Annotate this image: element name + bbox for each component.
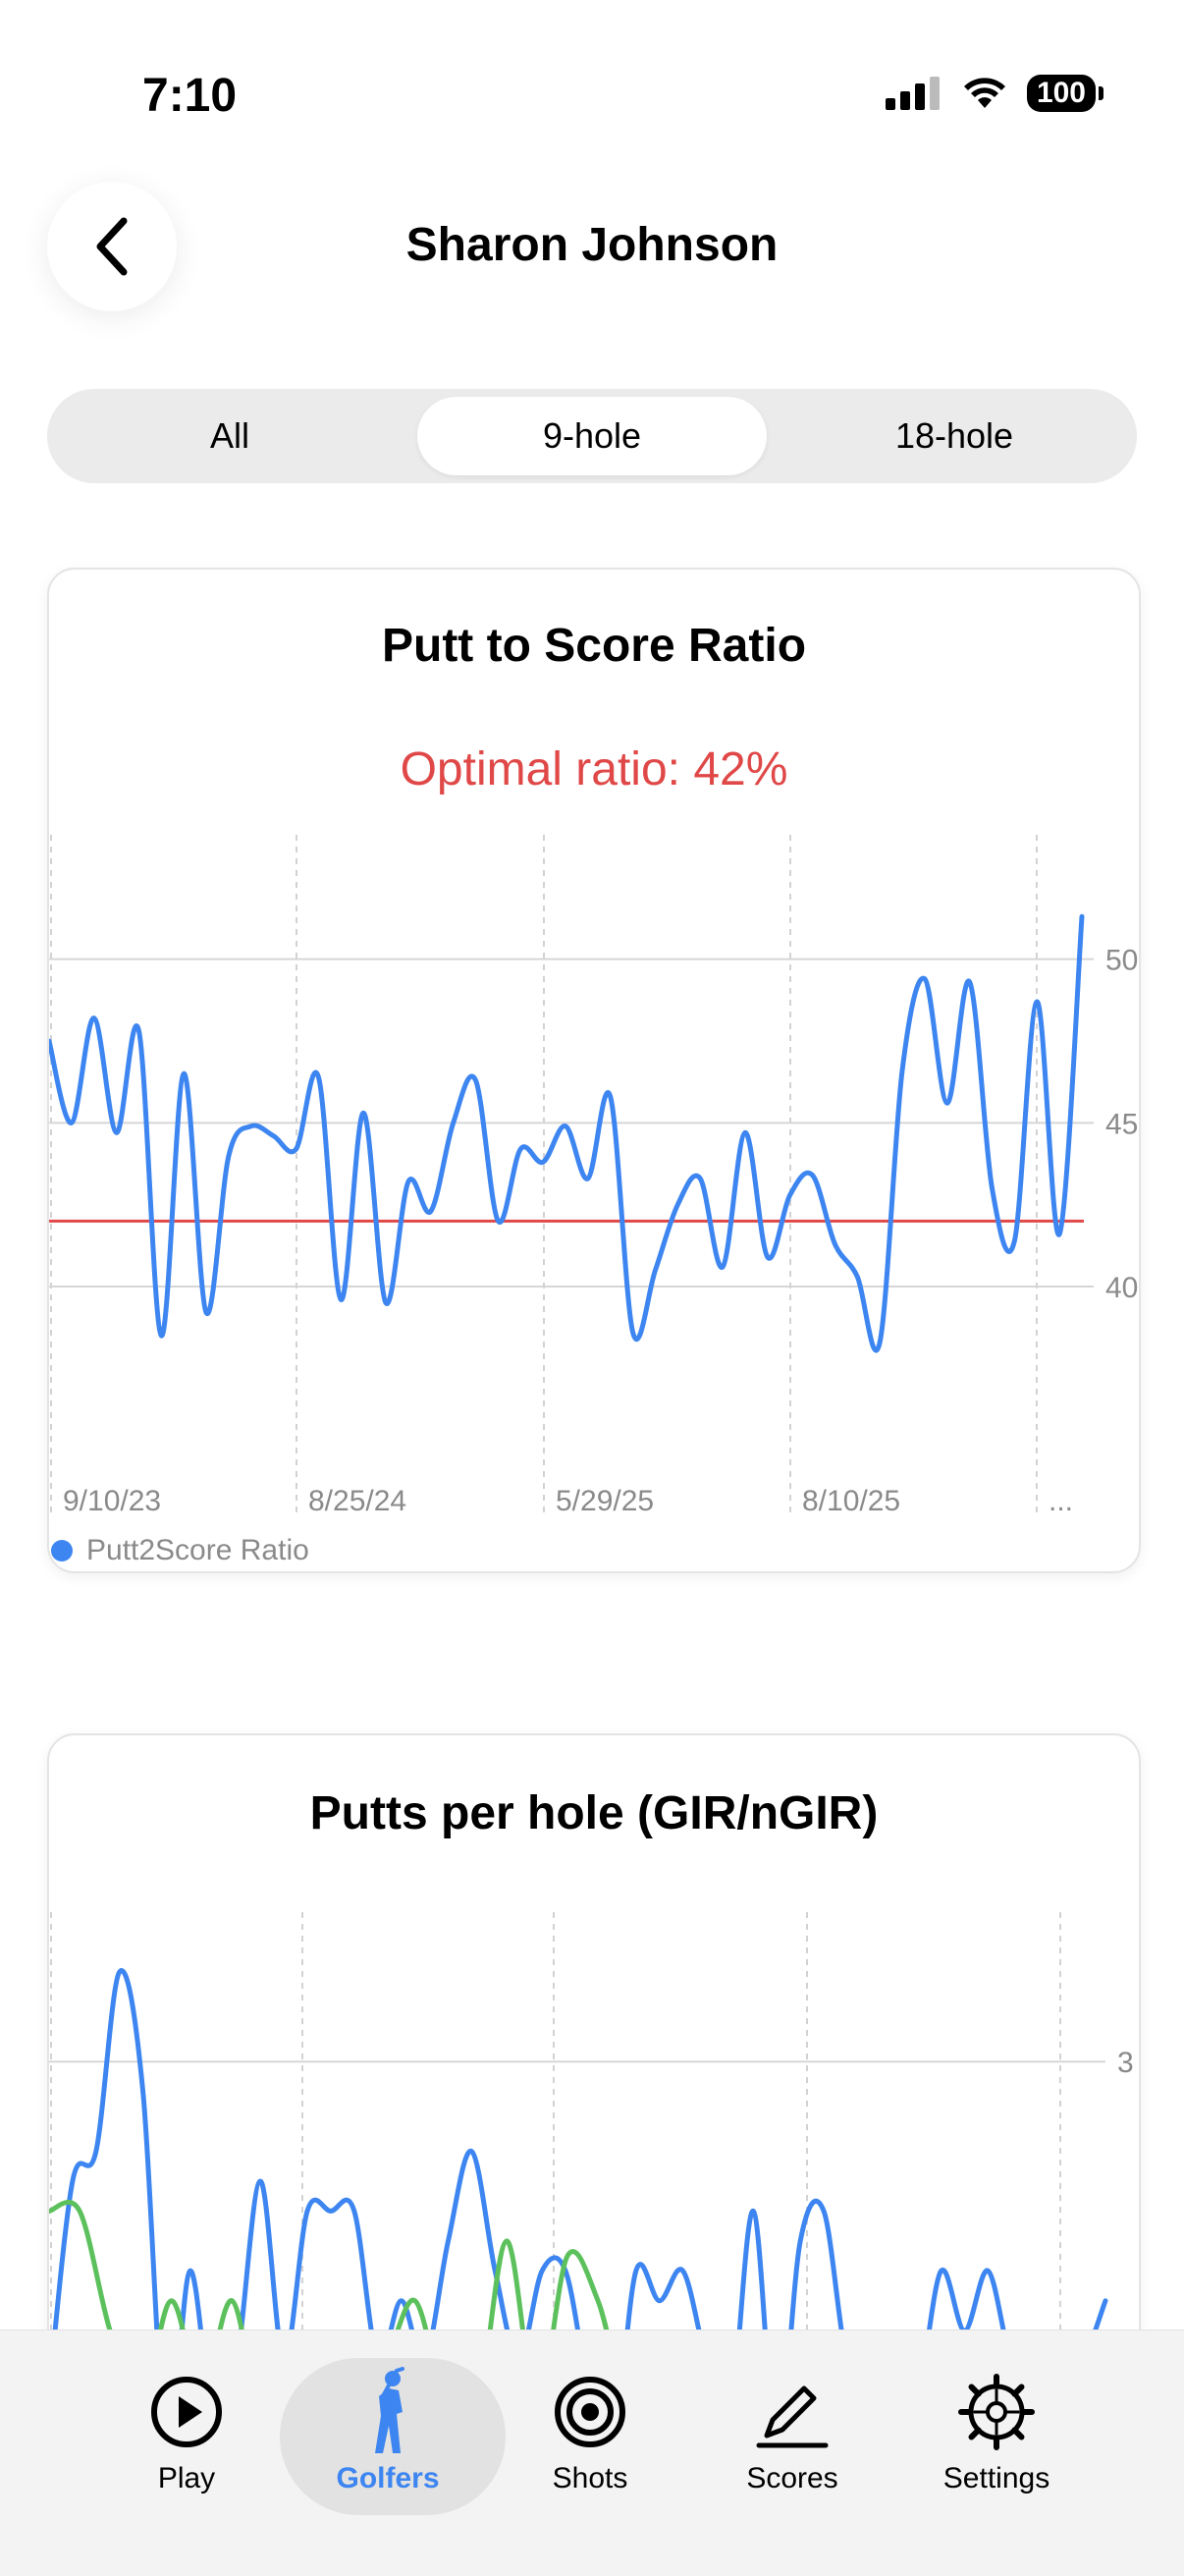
x-tick-label: 9/10/23 — [63, 1485, 161, 1517]
golfer-icon — [353, 2367, 422, 2456]
chart-title: Putt to Score Ratio — [381, 620, 807, 672]
segment-all[interactable]: All — [209, 415, 249, 456]
x-tick-label: 8/25/24 — [308, 1485, 406, 1517]
tab-play[interactable]: Play — [98, 2368, 275, 2515]
gear-icon — [957, 2368, 1036, 2456]
y-tick-label: 45 — [1105, 1108, 1138, 1140]
status-icons: 100 — [885, 75, 1104, 112]
tab-label: Settings — [942, 2462, 1050, 2494]
chart-title: Putts per hole (GIR/nGIR) — [309, 1787, 879, 1839]
putts-per-hole-card: Putts per hole (GIR/nGIR) 23 — [47, 1733, 1141, 2425]
legend-label: Putt2Score Ratio — [86, 1534, 309, 1566]
tab-golfers[interactable]: Golfers — [280, 2358, 506, 2515]
tab-shots[interactable]: Shots — [502, 2368, 678, 2515]
segment-18-hole[interactable]: 18-hole — [894, 415, 1014, 456]
back-button[interactable] — [47, 182, 177, 311]
segment-9-hole[interactable]: 9-hole — [417, 397, 767, 475]
x-tick-label: 8/10/25 — [802, 1485, 900, 1517]
tab-bar: Play Golfers Shots — [0, 2329, 1184, 2576]
x-tick-label: 5/29/25 — [556, 1485, 654, 1517]
chart-legend: Putt2Score Ratio — [51, 1534, 309, 1567]
chart-subtitle: Optimal ratio: 42% — [400, 743, 788, 795]
page-title: Sharon Johnson — [405, 219, 779, 271]
target-icon — [553, 2368, 627, 2456]
tab-scores[interactable]: Scores — [704, 2368, 881, 2515]
y-tick-label: 40 — [1105, 1272, 1138, 1304]
tab-label: Play — [157, 2462, 216, 2494]
pencil-icon — [755, 2368, 830, 2456]
wifi-icon — [963, 78, 1005, 108]
putts-per-hole-chart: 23 — [49, 1912, 1134, 2423]
y-tick-label: 3 — [1117, 2047, 1134, 2079]
cellular-signal-icon — [885, 77, 940, 110]
chevron-left-icon — [96, 217, 128, 276]
legend-dot — [51, 1540, 73, 1562]
blue-series-line — [49, 913, 1085, 1353]
round-type-selector: All 9-hole 18-hole — [47, 389, 1137, 483]
battery-icon: 100 — [1026, 75, 1104, 112]
tab-settings[interactable]: Settings — [908, 2368, 1085, 2515]
putt-score-ratio-chart: 40 45 50 9/10/23 8/25/24 5/29/25 8/10/25... — [49, 835, 1138, 1517]
tab-label: Scores — [746, 2462, 838, 2494]
x-tick-label: ... — [1049, 1485, 1073, 1517]
y-tick-label: 50 — [1105, 945, 1138, 977]
status-bar: 7:10 100 — [0, 0, 1184, 196]
tab-label: Golfers — [336, 2462, 440, 2494]
status-time: 7:10 — [142, 70, 238, 122]
tab-label: Shots — [552, 2462, 628, 2494]
play-circle-icon — [149, 2368, 224, 2456]
putt-score-ratio-card: Putt to Score Ratio Optimal ratio: 42% 4… — [47, 568, 1141, 1573]
